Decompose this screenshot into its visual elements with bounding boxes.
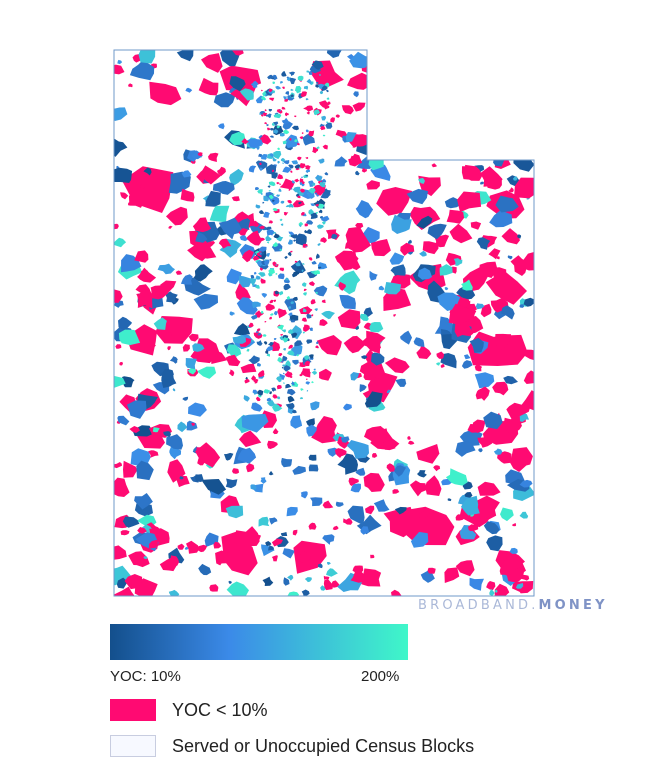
broadband-money-watermark: BROADBAND.MONEY (418, 598, 608, 613)
watermark-prefix: BROADBAND. (418, 598, 539, 613)
yoc-gradient-bar (110, 624, 408, 660)
watermark-highlight: MONEY (538, 598, 608, 613)
pink-swatch-icon (110, 699, 156, 721)
legend-item-served: Served or Unoccupied Census Blocks (110, 735, 474, 757)
utah-map (113, 49, 535, 597)
gradient-min-label: YOC: 10% (110, 668, 181, 685)
legend-label-yoc-low: YOC < 10% (172, 699, 268, 720)
census-blocks (114, 50, 534, 596)
map-area (113, 49, 535, 597)
white-swatch-icon (110, 735, 156, 757)
state-boundary (113, 49, 535, 597)
legend-item-yoc-low: YOC < 10% (110, 699, 268, 721)
legend-label-served: Served or Unoccupied Census Blocks (172, 735, 475, 756)
gradient-max-label: 200% (361, 668, 400, 685)
